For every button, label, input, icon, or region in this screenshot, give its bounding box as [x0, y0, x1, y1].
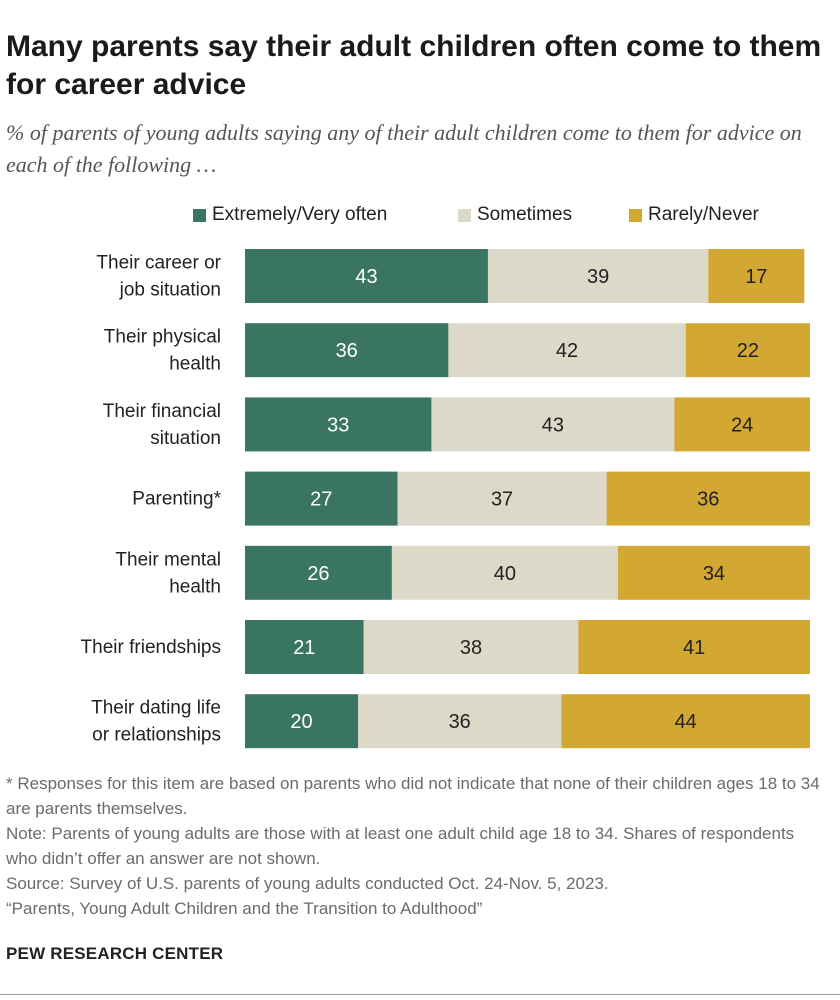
bar-segment-rarely [606, 471, 810, 526]
bar-segment-sometimes [363, 620, 579, 674]
data-label-rarely: 17 [745, 266, 767, 288]
legend: Extremely/Very often Sometimes Rarely/Ne… [0, 204, 840, 232]
data-label-sometimes: 38 [460, 637, 482, 659]
category-label-line: job situation [119, 280, 221, 301]
data-label-rarely: 34 [703, 563, 725, 585]
stacked-bar-chart: Their career or job situation 43 39 17 Their … [81, 249, 810, 749]
data-label-sometimes: 36 [449, 711, 471, 733]
bar-segment-sometimes [358, 694, 562, 749]
category-label: Their physical health [104, 327, 221, 375]
data-label-often: 27 [310, 489, 332, 511]
legend-label-often: Extremely/Very often [212, 204, 388, 225]
data-label-rarely: 44 [675, 711, 697, 733]
category-label-line: health [169, 354, 221, 375]
bar-segment-rarely [685, 323, 810, 378]
bar-segment-rarely [578, 620, 810, 674]
bar-segment-often [245, 471, 398, 526]
bar-segment-sometimes [397, 471, 607, 526]
bar-segment-often [245, 323, 449, 378]
legend-swatch-rarely [629, 208, 642, 222]
data-label-rarely: 22 [737, 340, 759, 362]
bar-segment-sometimes [487, 249, 709, 303]
data-label-often: 33 [327, 414, 349, 436]
category-label-line: Their dating life [91, 698, 221, 719]
bottom-divider [0, 994, 840, 995]
bar-segment-often [245, 545, 392, 600]
category-label: Their career or job situation [96, 253, 221, 301]
category-label-line: Their financial [103, 401, 221, 422]
category-label: Parenting* [132, 489, 221, 510]
category-label-line: health [169, 576, 221, 597]
footnote-note: Note: Parents of young adults are those … [6, 824, 795, 868]
data-label-often: 21 [293, 637, 315, 659]
bar-segment-rarely [708, 249, 805, 303]
footnote-source: Source: Survey of U.S. parents of young … [6, 874, 609, 893]
brand-logo-text: PEW RESEARCH CENTER [6, 944, 224, 963]
footnote-report: “Parents, Young Adult Children and the T… [6, 899, 483, 918]
footnote-asterisk: * Responses for this item are based on p… [6, 774, 820, 818]
legend-label-rarely: Rarely/Never [648, 204, 759, 225]
footnotes: * Responses for this item are based on p… [6, 771, 828, 921]
category-label-line: situation [150, 428, 221, 449]
category-label: Their friendships [81, 637, 221, 658]
data-label-often: 43 [355, 266, 377, 288]
category-label-line: Their mental [115, 549, 221, 570]
bar-segment-rarely [674, 397, 810, 452]
bar-segment-sometimes [391, 545, 618, 600]
bar-segment-sometimes [431, 397, 675, 452]
bar-segment-often [245, 694, 358, 749]
data-label-sometimes: 37 [491, 489, 513, 511]
legend-swatch-often [193, 208, 206, 222]
legend-item-rarely: Rarely/Never [629, 204, 759, 226]
data-label-often: 36 [336, 340, 358, 362]
bar-segment-often [245, 397, 432, 452]
chart-subtitle: % of parents of young adults saying any … [6, 120, 802, 177]
bar-segment-rarely [561, 694, 810, 749]
data-label-rarely: 36 [697, 489, 719, 511]
bar-segment-often [245, 249, 488, 303]
legend-item-sometimes: Sometimes [458, 204, 572, 226]
data-label-often: 26 [307, 563, 329, 585]
data-label-sometimes: 40 [494, 563, 516, 585]
bar-segment-often [245, 620, 364, 674]
data-label-rarely: 24 [731, 414, 753, 436]
category-label-line: Their physical [104, 327, 221, 348]
data-label-sometimes: 42 [556, 340, 578, 362]
category-label: Their financial situation [103, 401, 221, 449]
category-label-line: Parenting* [132, 489, 221, 510]
category-label: Their dating life or relationships [91, 698, 221, 746]
legend-swatch-sometimes [458, 208, 471, 222]
category-label-line: or relationships [92, 725, 221, 746]
bar-segment-sometimes [448, 323, 686, 378]
data-label-rarely: 41 [683, 637, 705, 659]
category-label-line: Their career or [96, 253, 221, 274]
bar-segment-rarely [617, 545, 810, 600]
category-label-line: Their friendships [81, 637, 221, 658]
data-label-sometimes: 43 [542, 414, 564, 436]
data-label-sometimes: 39 [587, 266, 609, 288]
data-label-often: 20 [290, 711, 312, 733]
legend-item-often: Extremely/Very often [193, 204, 387, 226]
category-label: Their mental health [115, 549, 221, 597]
legend-label-sometimes: Sometimes [477, 204, 573, 225]
chart-title: Many parents say their adult children of… [6, 30, 822, 101]
